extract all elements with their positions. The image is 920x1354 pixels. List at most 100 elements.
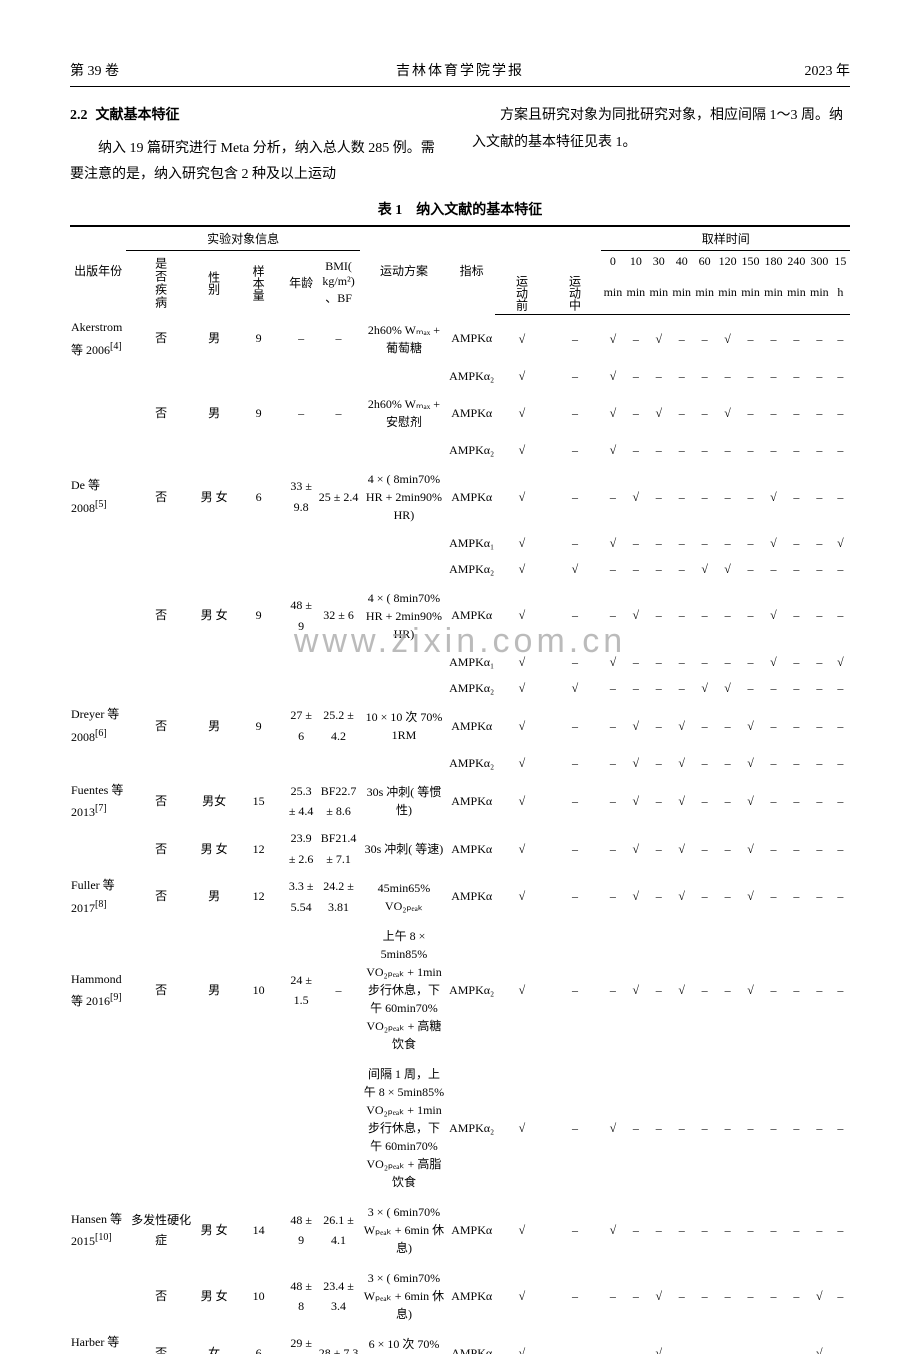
- cell-disease: 否: [126, 464, 196, 530]
- cell-age: 29 ± 7.3: [285, 1329, 317, 1354]
- cell-t240: –: [785, 1059, 808, 1197]
- cell-during: –: [548, 750, 601, 776]
- cell-age: 33 ± 9.8: [285, 464, 317, 530]
- cell-exercise: 3 × ( 6min70% Wₚₑₐₖ + 6min 休息): [360, 1263, 448, 1329]
- cell-t180: –: [762, 556, 785, 582]
- cell-t240: –: [785, 530, 808, 556]
- cell-t15h: –: [831, 464, 850, 530]
- cell-pub: [70, 750, 126, 776]
- cell-t120: –: [716, 437, 739, 463]
- th-t150-unit: min: [739, 272, 762, 315]
- table-row: AMPKα₂√–√––––––––––: [70, 363, 850, 389]
- cell-age: [285, 675, 317, 701]
- cell-t15h: –: [831, 583, 850, 649]
- cell-bmi: [317, 1059, 360, 1197]
- cell-disease: [126, 649, 196, 675]
- cell-during: –: [548, 701, 601, 750]
- cell-t240: –: [785, 872, 808, 921]
- cell-t60: –: [693, 530, 716, 556]
- cell-n: 9: [232, 583, 285, 649]
- cell-t10: –: [624, 314, 647, 363]
- cell-t180: √: [762, 583, 785, 649]
- cell-t180: –: [762, 363, 785, 389]
- cell-t60: –: [693, 437, 716, 463]
- cell-t60: –: [693, 777, 716, 826]
- cell-t120: –: [716, 1059, 739, 1197]
- th-t0-top: 0: [601, 250, 624, 272]
- cell-during: –: [548, 872, 601, 921]
- cell-pre: √: [495, 872, 548, 921]
- cell-t0: √: [601, 649, 624, 675]
- cell-indicator: AMPKα₂: [448, 675, 496, 701]
- cell-t300: –: [808, 389, 831, 437]
- table-row: 间隔 1 周，上午 8 × 5min85% VO₂ₚₑₐₖ + 1min 步行休…: [70, 1059, 850, 1197]
- cell-t60: –: [693, 464, 716, 530]
- cell-t0: –: [601, 583, 624, 649]
- cell-t10: √: [624, 583, 647, 649]
- cell-t15h: –: [831, 389, 850, 437]
- cell-bmi: BF21.4 ± 7.1: [317, 825, 360, 872]
- cell-indicator: AMPKα: [448, 389, 496, 437]
- cell-exercise: 3 × ( 6min70% Wₚₑₐₖ + 6min 休息): [360, 1197, 448, 1263]
- cell-sex: [196, 1059, 232, 1197]
- table-row: Dreyer 等 2008[6]否男927 ± 625.2 ± 4.210 × …: [70, 701, 850, 750]
- cell-pre: √: [495, 583, 548, 649]
- cell-sex: 男: [196, 921, 232, 1059]
- cell-n: [232, 530, 285, 556]
- cell-bmi: [317, 530, 360, 556]
- table-row: 否男9––2h60% Wₘₐₓ + 安慰剂AMPKα√–√–√––√–––––: [70, 389, 850, 437]
- col-disease: 是否疾病: [126, 250, 196, 314]
- cell-exercise: 间隔 1 周，上午 8 × 5min85% VO₂ₚₑₐₖ + 1min 步行休…: [360, 1059, 448, 1197]
- cell-pub: Hansen 等 2015[10]: [70, 1197, 126, 1263]
- cell-bmi: [317, 437, 360, 463]
- section-number: 2.2: [70, 108, 88, 123]
- cell-t40: –: [670, 556, 693, 582]
- th-t180-top: 180: [762, 250, 785, 272]
- cell-bmi: 28 ± 7.3: [317, 1329, 360, 1354]
- cell-n: 10: [232, 1263, 285, 1329]
- cell-bmi: [317, 750, 360, 776]
- table-row: Hammond 等 2016[9]否男1024 ± 1.5–上午 8 × 5mi…: [70, 921, 850, 1059]
- table-row: Fuentes 等 2013[7]否男女1525.3 ± 4.4BF22.7 ±…: [70, 777, 850, 826]
- cell-indicator: AMPKα: [448, 825, 496, 872]
- section-heading: 2.2文献基本特征: [70, 103, 448, 130]
- cell-t180: –: [762, 389, 785, 437]
- cell-pub: [70, 825, 126, 872]
- cell-sex: [196, 437, 232, 463]
- cell-t300: –: [808, 777, 831, 826]
- cell-disease: 否: [126, 583, 196, 649]
- table-caption: 表 1 纳入文献的基本特征: [70, 199, 850, 219]
- cell-sex: [196, 750, 232, 776]
- cell-t240: –: [785, 1197, 808, 1263]
- cell-t0: √: [601, 1059, 624, 1197]
- cell-exercise: 10 × 10 次 70% 1RM: [360, 701, 448, 750]
- cell-t180: √: [762, 649, 785, 675]
- cell-pub: Fuentes 等 2013[7]: [70, 777, 126, 826]
- cell-t150: –: [739, 363, 762, 389]
- col-during: 运动中: [548, 272, 601, 315]
- cell-during: –: [548, 464, 601, 530]
- cell-disease: [126, 675, 196, 701]
- cell-t120: –: [716, 825, 739, 872]
- cell-t180: √: [762, 530, 785, 556]
- cell-t60: –: [693, 649, 716, 675]
- cell-t180: –: [762, 701, 785, 750]
- cell-t300: –: [808, 872, 831, 921]
- cell-age: 25.3 ± 4.4: [285, 777, 317, 826]
- cell-n: 6: [232, 1329, 285, 1354]
- cell-t30: –: [647, 649, 670, 675]
- cell-pub: Harber 等 2008[11]: [70, 1329, 126, 1354]
- cell-t180: –: [762, 1263, 785, 1329]
- cell-t10: –: [624, 556, 647, 582]
- cell-t30: –: [647, 777, 670, 826]
- cell-t180: –: [762, 1329, 785, 1354]
- cell-t120: –: [716, 649, 739, 675]
- cell-t10: √: [624, 701, 647, 750]
- cell-t0: –: [601, 701, 624, 750]
- cell-pub: [70, 363, 126, 389]
- cell-t150: –: [739, 1329, 762, 1354]
- cell-t150: √: [739, 872, 762, 921]
- cell-n: [232, 556, 285, 582]
- cell-t120: –: [716, 464, 739, 530]
- cell-t180: –: [762, 1197, 785, 1263]
